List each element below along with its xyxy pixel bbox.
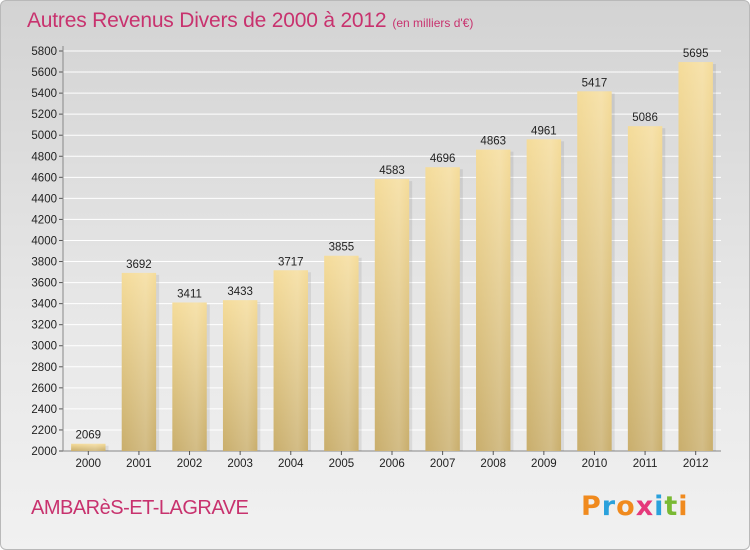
x-tick-label: 2007 (430, 458, 456, 470)
y-tick-label: 5000 (31, 130, 57, 142)
y-tick-label: 4200 (31, 214, 57, 226)
y-tick-label: 3800 (31, 257, 57, 269)
bar-highlight (627, 126, 663, 451)
y-tick-label: 4800 (31, 151, 57, 163)
y-tick-label: 5400 (31, 88, 57, 100)
y-tick-label: 3000 (31, 341, 57, 353)
commune-name: AMBARèS-ET-LAGRAVE (31, 497, 249, 519)
y-tick-label: 4400 (31, 193, 57, 205)
data-label: 2069 (76, 430, 102, 442)
bar-highlight (71, 443, 106, 451)
y-tick-label: 2000 (31, 446, 57, 458)
y-tick-label: 5600 (31, 67, 57, 79)
x-tick-label: 2005 (329, 458, 355, 470)
bar-highlight (476, 149, 511, 451)
x-tick-label: 2002 (177, 458, 203, 470)
bar-highlight (324, 255, 359, 451)
y-tick-label: 3400 (31, 299, 57, 311)
chart-subtitle: (en milliers d'€) (392, 16, 474, 30)
y-tick-label: 2400 (31, 404, 57, 416)
y-tick-label: 2200 (31, 425, 57, 437)
x-tick-label: 2008 (480, 458, 506, 470)
x-tick-label: 2009 (531, 458, 557, 470)
y-tick-label: 5800 (31, 46, 57, 58)
y-tick-label: 3600 (31, 278, 57, 290)
x-tick-label: 2011 (633, 458, 658, 470)
x-tick-label: 2012 (683, 458, 709, 470)
data-label: 4961 (531, 125, 557, 137)
y-tick-label: 3200 (31, 320, 57, 332)
x-tick-label: 2006 (379, 458, 405, 470)
x-tick-label: 2003 (227, 458, 253, 470)
proxiti-logo[interactable]: Proxiti (581, 491, 689, 522)
data-label: 3717 (278, 256, 304, 268)
bar-highlight (222, 300, 258, 451)
data-label: 5695 (683, 48, 709, 60)
data-label: 3855 (329, 242, 355, 254)
chart-title-block: Autres Revenus Divers de 2000 à 2012 (en … (27, 9, 473, 33)
x-tick-label: 2001 (126, 458, 152, 470)
bar-highlight (121, 272, 157, 451)
data-label: 4696 (430, 153, 456, 165)
data-label: 5086 (632, 112, 658, 124)
bar-highlight (526, 139, 562, 451)
y-tick-label: 2600 (31, 383, 57, 395)
bar-highlight (425, 167, 460, 452)
data-label: 4583 (379, 165, 405, 177)
bar-highlight (172, 302, 207, 451)
x-tick-label: 2010 (582, 458, 608, 470)
chart-title: Autres Revenus Divers de 2000 à 2012 (27, 9, 387, 32)
y-tick-label: 4000 (31, 235, 57, 247)
data-label: 4863 (480, 136, 506, 148)
bar-highlight (678, 62, 713, 451)
y-tick-label: 5200 (31, 109, 57, 121)
data-label: 3433 (227, 286, 253, 298)
data-label: 3692 (126, 259, 152, 271)
x-tick-label: 2000 (76, 458, 102, 470)
bar-highlight (273, 270, 308, 451)
bar-highlight (374, 179, 410, 451)
data-label: 3411 (177, 288, 202, 300)
data-label: 5417 (582, 77, 608, 89)
bar-highlight (577, 91, 612, 451)
y-tick-label: 2800 (31, 362, 57, 374)
y-tick-label: 4600 (31, 172, 57, 184)
x-tick-label: 2004 (278, 458, 304, 470)
